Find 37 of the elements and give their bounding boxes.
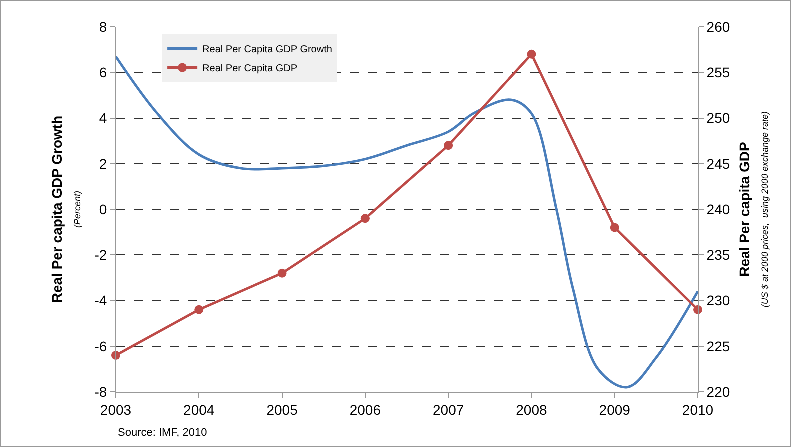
x-tick-label: 2008 — [516, 402, 548, 418]
y-tick-label: -4 — [94, 292, 108, 309]
legend-label: Real Per Capita GDP Growth — [202, 44, 332, 56]
y-tick-label: -2 — [94, 247, 108, 264]
x-tick-label: 2010 — [682, 402, 714, 418]
y-axis-title: Real Per capita GDP Growth (Percent) — [49, 116, 82, 304]
x-tick-label: 2007 — [432, 402, 464, 418]
y-tick-label: -6 — [94, 338, 108, 354]
y2-tick-label: 235 — [706, 247, 730, 264]
y-tick-label: -8 — [94, 384, 108, 400]
y2-tick-label: 240 — [706, 201, 730, 218]
point — [610, 223, 620, 232]
y-tick-label: 0 — [99, 201, 108, 218]
x-tick-label: 2003 — [100, 402, 132, 418]
y2-tick-label: 220 — [706, 384, 730, 400]
y-tick-label: 2 — [99, 156, 108, 172]
y-tick-label: 4 — [99, 110, 108, 126]
legend-label: Real Per Capita GDP — [202, 64, 298, 75]
y2-tick-label: 245 — [706, 156, 730, 172]
point — [527, 50, 536, 59]
point — [278, 268, 287, 278]
point — [360, 214, 370, 224]
y2-axis-title: Real Per capita GDP (US $ at 2000 prices, using 2000 exchange rate) — [736, 111, 770, 308]
y2-tick-label: 260 — [706, 18, 730, 35]
y2-tick-label: 255 — [706, 64, 730, 81]
x-tick-label: 2006 — [350, 402, 382, 418]
point — [194, 305, 204, 314]
y2-tick-label: 250 — [706, 110, 730, 126]
y2-tick-label: 230 — [706, 292, 730, 309]
source-note: Source: IMF, 2010 — [118, 427, 208, 439]
point — [444, 141, 454, 150]
x-tick-label: 2005 — [266, 402, 298, 418]
y-tick-label: 6 — [99, 64, 108, 81]
y-tick-label: 8 — [99, 18, 108, 35]
y2-tick-label: 225 — [706, 338, 730, 354]
x-tick-label: 2004 — [184, 402, 215, 418]
x-tick-label: 2009 — [599, 402, 631, 418]
